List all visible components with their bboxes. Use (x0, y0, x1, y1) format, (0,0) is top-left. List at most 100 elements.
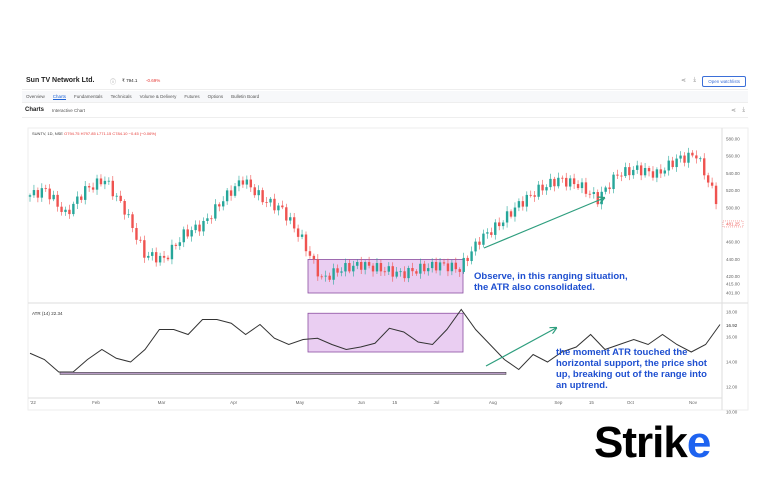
candle-body (375, 263, 379, 272)
candle-body (438, 262, 442, 271)
ohlc-values: O794.75 H797.85 L771.15 C784.10 −0.45 (−… (64, 131, 157, 136)
candle-body (545, 187, 548, 191)
candle-body (265, 202, 268, 203)
tab-bulletin-board[interactable]: Bulletin Board (231, 94, 260, 99)
stock-title: Sun TV Network Ltd. (26, 77, 95, 84)
time-tick-label: Nov (689, 400, 698, 405)
candle-body (395, 271, 398, 277)
candle-body (277, 205, 280, 211)
candle-body (478, 241, 481, 245)
candle-body (178, 242, 182, 246)
candle-body (659, 169, 663, 174)
candle-body (147, 255, 150, 258)
candle-body (490, 232, 493, 235)
atr-label: ATR (14) (32, 311, 50, 316)
candle-body (494, 222, 497, 235)
tab-technicals[interactable]: Technicals (110, 94, 132, 99)
tab-charts[interactable]: Charts (52, 94, 67, 100)
atr-tick-label: 18.00 (726, 310, 738, 315)
candle-body (336, 268, 339, 273)
candle-body (360, 261, 363, 270)
share-icon[interactable]: ⋖ (730, 108, 736, 114)
tab-overview[interactable]: Overview (26, 94, 45, 99)
time-tick-label: Feb (92, 400, 100, 405)
candle-body (210, 218, 213, 220)
candle-body (289, 217, 292, 221)
candle-body (651, 171, 655, 178)
candle-body (249, 179, 252, 188)
candle-body (198, 224, 201, 232)
time-tick-label: 15 (392, 400, 398, 405)
candle-body (143, 240, 146, 258)
info-icon[interactable]: ⓘ (110, 80, 117, 86)
candle-body (387, 266, 390, 272)
candle-body (533, 195, 536, 197)
candle-body (281, 205, 284, 208)
candle-body (454, 262, 458, 270)
candle-body (572, 178, 576, 185)
candle-body (639, 165, 643, 176)
tab-fundamentals[interactable]: Fundamentals (74, 94, 103, 99)
candle-body (103, 180, 107, 185)
candle-body (616, 174, 619, 176)
open-watchlists-button[interactable]: Open watchlists (702, 76, 746, 87)
candle-body (383, 271, 387, 273)
candle-body (115, 195, 118, 197)
candle-body (170, 244, 174, 260)
candle-body (446, 263, 450, 272)
candle-body (419, 263, 422, 274)
candle-body (312, 255, 316, 260)
download-icon[interactable]: ⤓ (693, 77, 696, 83)
price-tick-label: 420.00 (726, 274, 740, 279)
candle-body (667, 160, 670, 171)
candle-body (218, 204, 221, 207)
candle-body (371, 265, 375, 272)
ohlc-legend: SUNTV, 1D, NSE O794.75 H797.85 L771.15 C… (32, 131, 156, 136)
atr-tick-label: 16.00 (726, 335, 738, 340)
tab-futures[interactable]: Futures (184, 94, 200, 99)
candle-body (537, 184, 540, 197)
candle-body (340, 271, 343, 273)
price-tick-label: 481.25 (726, 221, 740, 226)
tab-interactive-chart[interactable]: Interactive Chart (52, 108, 86, 113)
tab-options[interactable]: Options (207, 94, 224, 99)
time-tick-label: '22 (30, 400, 36, 405)
candle-body (202, 220, 205, 232)
candle-body (462, 257, 465, 272)
atr-last-label: 16.92 (726, 323, 738, 328)
candle-body (174, 244, 178, 246)
annotation-ranging: Observe, in this ranging situation, the … (474, 271, 628, 293)
section-title: Charts (25, 107, 45, 113)
atr-value: 22.34 (51, 311, 63, 316)
candle-body (332, 268, 335, 280)
atr-support-line (59, 372, 507, 375)
candle-body (632, 169, 635, 176)
candle-body (68, 209, 71, 215)
candle-body (111, 180, 114, 197)
candle-body (486, 232, 489, 234)
candle-body (344, 263, 347, 272)
candle-body (28, 195, 32, 197)
candle-body (72, 203, 75, 215)
stock-price: ₹ 794.1 (122, 78, 138, 83)
price-tick-label: 440.00 (726, 257, 740, 262)
tab-volume-delivery[interactable]: Volume & Delivery (139, 94, 177, 99)
atr-tick-label: 10.00 (726, 410, 738, 415)
symbol-label: SUNTV, 1D, NSE (32, 131, 63, 136)
candle-body (588, 193, 592, 195)
price-tick-label: 580.00 (726, 137, 740, 142)
share-icon[interactable]: ⋖ (680, 78, 686, 84)
candle-body (222, 201, 225, 207)
candle-body (257, 190, 260, 196)
candle-body (525, 194, 528, 207)
download-icon[interactable]: ⤓ (742, 107, 745, 113)
candle-body (714, 185, 718, 205)
candle-body (107, 180, 111, 182)
candle-body (87, 186, 91, 188)
candle-body (482, 233, 485, 245)
candle-body (285, 207, 288, 221)
candle-body (158, 255, 162, 263)
price-tick-label: 401.00 (726, 291, 740, 296)
time-tick-label: Jul (434, 400, 440, 405)
